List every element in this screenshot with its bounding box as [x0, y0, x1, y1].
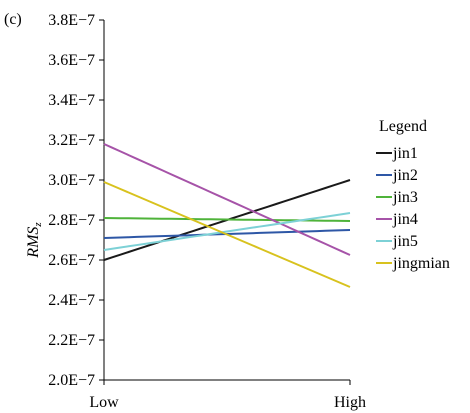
legend-label-jin5: jin5 — [392, 233, 418, 250]
legend-label-jin3: jin3 — [392, 189, 418, 206]
y-tick-label: 3.8E−7 — [48, 12, 95, 29]
series-group — [103, 143, 351, 288]
x-tick-label: Low — [89, 394, 119, 411]
y-tick-label: 2.8E−7 — [48, 212, 95, 229]
y-axis-title-main: RMS — [25, 227, 42, 259]
x-tick-label: High — [334, 394, 366, 411]
y-tick-label: 2.0E−7 — [48, 372, 95, 389]
series-line-jin4 — [103, 143, 351, 256]
axes-group: 2.0E−7 2.2E−7 2.4E−7 2.6E−7 2.8E−7 3.0E−7 3.2E… — [48, 12, 366, 411]
y-axis-title-sub: z — [32, 222, 44, 228]
legend-label-jin1: jin1 — [392, 145, 418, 162]
y-tick-label: 3.2E−7 — [48, 132, 95, 149]
series-line-jin5 — [103, 212, 351, 251]
legend: Legend jin1 jin2 jin3 jin4 jin5 jingmian — [376, 118, 450, 272]
y-tick-label: 2.6E−7 — [48, 252, 95, 269]
series-line-jin3 — [103, 217, 351, 222]
legend-label-jin4: jin4 — [392, 211, 418, 228]
y-axis-title: RMSz — [25, 222, 44, 259]
legend-label-jin2: jin2 — [392, 167, 418, 184]
series-line-jingmian — [103, 181, 351, 288]
y-tick-label: 2.2E−7 — [48, 332, 95, 349]
panel-label: (c) — [4, 11, 22, 28]
y-tick-label: 3.6E−7 — [48, 52, 95, 69]
y-tick-label: 3.0E−7 — [48, 172, 95, 189]
y-tick-label: 3.4E−7 — [48, 92, 95, 109]
legend-label-jingmian: jingmian — [392, 255, 450, 272]
y-tick-label: 2.4E−7 — [48, 292, 95, 309]
legend-title: Legend — [379, 118, 427, 135]
